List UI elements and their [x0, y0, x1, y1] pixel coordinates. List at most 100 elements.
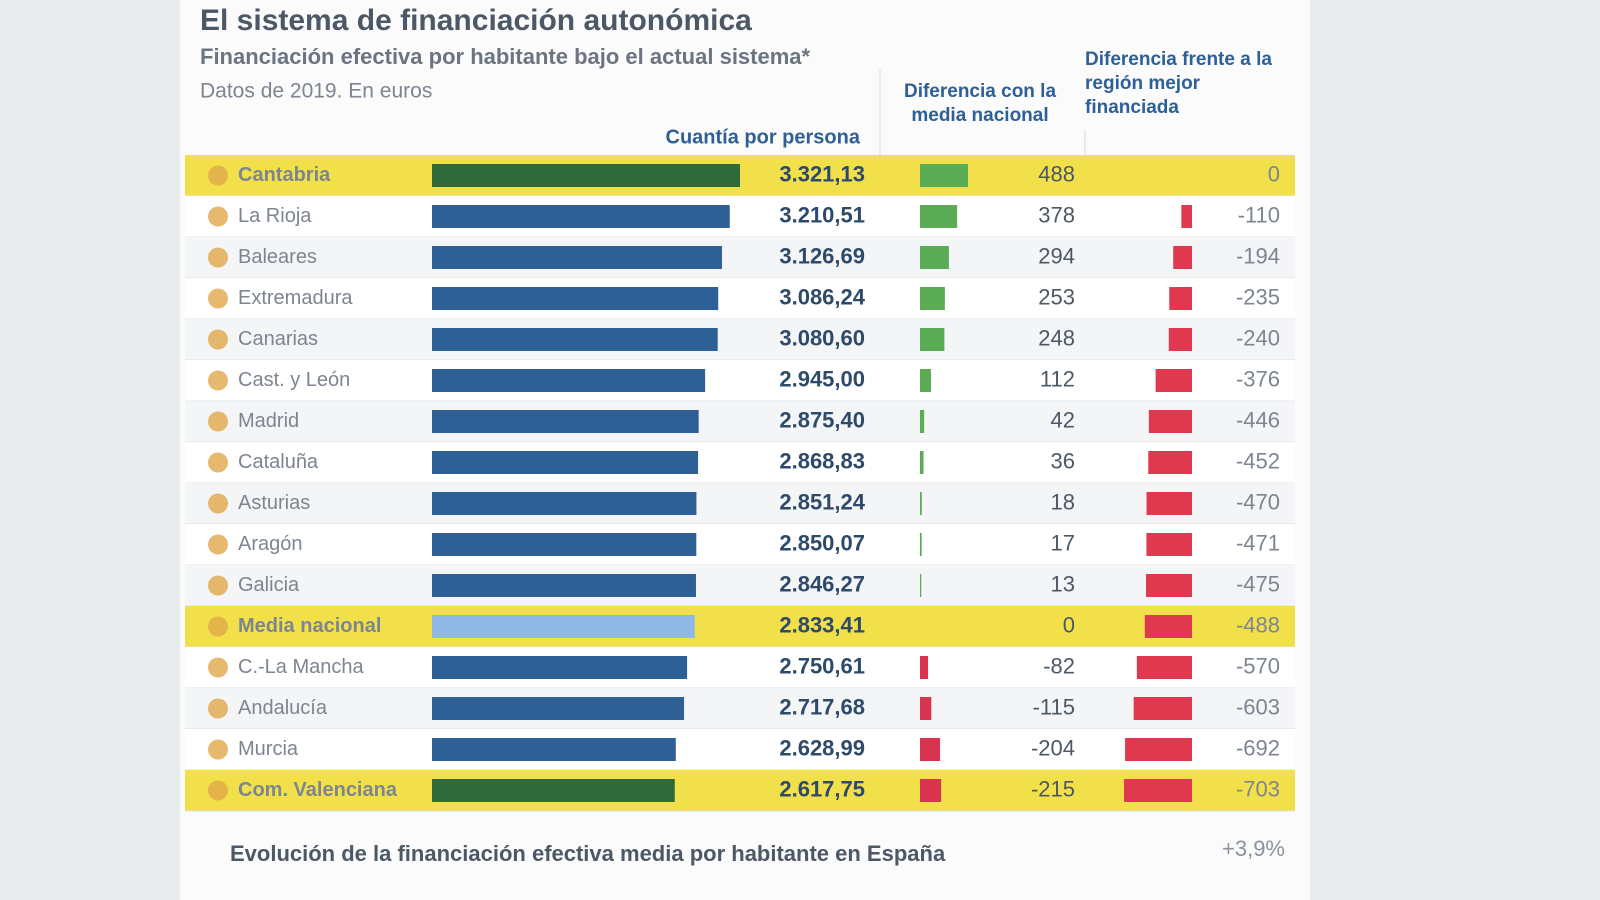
value-label: 17: [1051, 530, 1075, 555]
bar: [920, 492, 922, 515]
row-background: [185, 196, 1295, 237]
value-label: 248: [1038, 325, 1075, 350]
value-label: -470: [1236, 489, 1280, 514]
flag-icon: [208, 657, 228, 678]
bar: [1125, 738, 1192, 761]
row-background: [185, 319, 1295, 360]
value-label: 18: [1051, 489, 1075, 514]
value-label: 0: [1063, 612, 1075, 637]
category-label: Cantabria: [238, 164, 331, 186]
value-label: 253: [1038, 284, 1075, 309]
row-background: [185, 524, 1295, 565]
value-label: 2.875,40: [779, 407, 865, 432]
category-label: Baleares: [238, 246, 317, 268]
footer-annotation: +3,9%: [1222, 836, 1285, 861]
value-label: -204: [1031, 735, 1075, 760]
flag-icon: [208, 370, 228, 391]
value-label: -110: [1238, 202, 1280, 227]
bar: [1181, 205, 1192, 228]
flag-icon: [208, 780, 228, 801]
value-label: -82: [1043, 653, 1075, 678]
value-label: 36: [1051, 448, 1075, 473]
flag-icon: [208, 329, 228, 350]
value-label: -215: [1031, 776, 1075, 801]
bar: [920, 164, 968, 187]
bar: [920, 328, 945, 351]
bar: [1155, 369, 1192, 392]
category-label: Cast. y León: [238, 369, 350, 391]
column-header-box: Diferencia con la media nacional: [903, 81, 1057, 126]
row-background: [185, 483, 1295, 524]
bar: [432, 246, 722, 269]
category-label: Madrid: [238, 410, 299, 432]
value-label: -235: [1236, 284, 1280, 309]
column-header: Cuantía por persona: [666, 126, 861, 148]
value-label: -240: [1236, 325, 1280, 350]
bar: [920, 533, 922, 556]
value-label: 42: [1051, 407, 1075, 432]
value-label: 378: [1038, 202, 1075, 227]
value-label: -603: [1236, 694, 1280, 719]
column-header: Diferencia con la media nacional: [903, 81, 1057, 126]
bar: [432, 369, 706, 392]
bar: [920, 738, 941, 761]
bar: [1146, 533, 1192, 556]
row-background: [185, 647, 1295, 688]
value-label: 112: [1040, 366, 1075, 391]
flag-icon: [208, 452, 228, 473]
bar: [432, 492, 697, 515]
value-label: -692: [1236, 735, 1280, 760]
flag-icon: [208, 534, 228, 555]
value-label: 3.086,24: [779, 284, 865, 309]
bar: [920, 656, 929, 679]
row-background: [185, 729, 1295, 770]
bar: [920, 779, 942, 802]
value-label: -194: [1236, 243, 1280, 268]
row-background: [185, 442, 1295, 483]
bar: [1148, 451, 1192, 474]
row-background: [185, 360, 1295, 401]
bar: [920, 205, 958, 228]
bar: [1136, 656, 1192, 679]
bar: [1146, 574, 1192, 597]
bar: [920, 697, 932, 720]
value-label: 2.846,27: [779, 571, 865, 596]
bar: [1168, 328, 1192, 351]
bar: [920, 451, 924, 474]
bar: [1169, 287, 1192, 310]
bar: [432, 328, 718, 351]
row-background: [185, 565, 1295, 606]
value-label: -570: [1236, 653, 1280, 678]
row-background: [185, 401, 1295, 442]
bar: [1124, 779, 1192, 802]
value-label: 3.321,13: [779, 161, 865, 186]
bar: [1146, 492, 1192, 515]
rows: Cantabria 3.321,13 488 0 La Rioja 3.210,51 378…: [185, 155, 1295, 812]
bar: [432, 574, 696, 597]
bar: [920, 369, 932, 392]
category-label: Aragón: [238, 533, 303, 555]
bar: [1173, 246, 1192, 269]
value-label: 0: [1268, 161, 1280, 186]
flag-icon: [208, 739, 228, 760]
value-label: 2.945,00: [779, 366, 865, 391]
bar: [432, 287, 719, 310]
value-label: 294: [1038, 243, 1075, 268]
footer-title: Evolución de la financiación efectiva me…: [230, 841, 946, 866]
bar: [432, 656, 688, 679]
value-label: -452: [1236, 448, 1280, 473]
category-label: C.-La Mancha: [238, 656, 364, 678]
value-label: 2.750,61: [779, 653, 865, 678]
bar: [920, 410, 925, 433]
chart-subtitle: Financiación efectiva por habitante bajo…: [200, 44, 811, 69]
value-label: -446: [1236, 407, 1280, 432]
value-label: -475: [1236, 571, 1280, 596]
bar: [1133, 697, 1192, 720]
value-label: -471: [1236, 530, 1280, 555]
chart-title: El sistema de financiación autonómica: [200, 4, 752, 37]
value-label: 2.717,68: [779, 694, 865, 719]
value-label: 13: [1051, 571, 1075, 596]
flag-icon: [208, 247, 228, 268]
bar: [432, 205, 730, 228]
